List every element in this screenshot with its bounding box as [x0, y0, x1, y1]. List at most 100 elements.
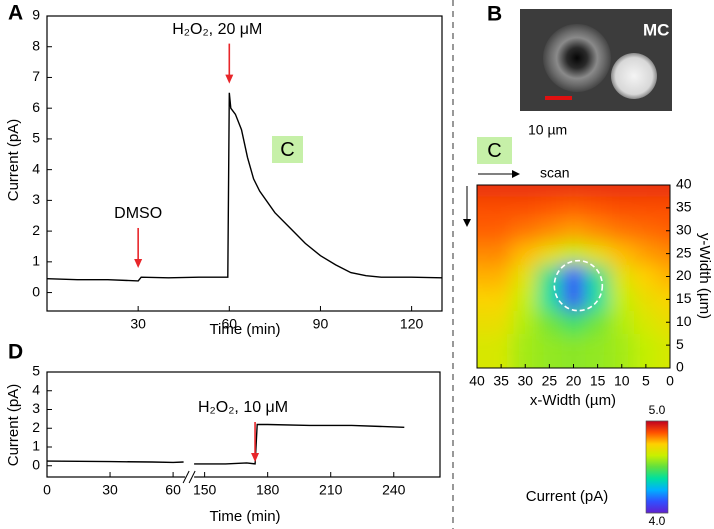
heatmap-cell	[633, 196, 658, 220]
y-tick-label: 2	[32, 419, 40, 435]
heatmap-cell	[513, 196, 538, 220]
scan-label: scan	[540, 165, 570, 181]
outline	[553, 259, 604, 312]
heatmap-cell	[609, 219, 634, 243]
y-tick-label: 0	[32, 283, 40, 299]
label-box	[477, 137, 512, 164]
data-line	[46, 92, 443, 282]
y-tick-label: 4	[32, 160, 40, 176]
micrograph-ring	[543, 24, 611, 92]
annotation: H₂O₂, 10 μM	[198, 399, 288, 416]
heatmap-cell	[585, 287, 610, 311]
heatmap-cell	[561, 219, 586, 243]
axis-break-mark	[182, 470, 190, 484]
x-tick-label: 60	[222, 316, 238, 332]
axis-break	[185, 471, 195, 483]
x-tick-label: 5	[642, 373, 650, 389]
scan-arrow-head	[463, 219, 471, 227]
x-tick-label: 210	[319, 482, 343, 498]
heatmap-cell	[609, 196, 634, 220]
x-tick-label: 35	[493, 373, 509, 389]
annotation: DMSO	[114, 205, 162, 222]
y-tick-label: 1	[32, 438, 40, 454]
heatmap-cell	[513, 310, 538, 334]
heatmap-cell	[477, 336, 510, 368]
heatmap-cells	[477, 185, 670, 368]
x-tick-label: 60	[165, 482, 181, 498]
x-axis-label: Time (min)	[209, 508, 280, 525]
y-tick-label: 5	[32, 363, 40, 379]
data-line	[46, 460, 184, 464]
scale-bar-label: 10 µm	[528, 122, 567, 138]
heatmap-cell	[561, 310, 586, 334]
heatmap-cell	[585, 196, 610, 220]
y-tick-label: 25	[676, 244, 692, 260]
heatmap-cell	[513, 287, 538, 311]
heatmap-cell	[561, 196, 586, 220]
y-tick-label: 10	[676, 313, 692, 329]
y-tick-label: 15	[676, 290, 692, 306]
panel-label: A	[8, 2, 23, 25]
panel-label: D	[8, 341, 23, 364]
heatmap-cell	[537, 265, 562, 288]
y-tick-label: 35	[676, 199, 692, 215]
heatmap-cell	[477, 242, 510, 266]
y-tick-label: 5	[32, 130, 40, 146]
x-tick-label: 240	[382, 482, 406, 498]
colorbar-tick-label: 5.0	[649, 403, 666, 417]
x-tick-label: 20	[566, 373, 582, 389]
heatmap-cell	[585, 336, 610, 368]
heatmap-cell	[477, 219, 510, 243]
heatmap-cell	[537, 219, 562, 243]
y-tick-label: 1	[32, 253, 40, 269]
x-axis-label: x-Width (µm)	[530, 392, 616, 409]
label-box-text: C	[487, 140, 501, 162]
colorbar-tick-label: 4.0	[649, 514, 666, 528]
heatmap-cell	[609, 287, 634, 311]
y-tick-label: 40	[676, 176, 692, 192]
x-tick-label: 25	[542, 373, 558, 389]
y-tick-label: 2	[32, 222, 40, 238]
x-tick-label: 40	[469, 373, 485, 389]
heatmap-cell	[561, 265, 586, 288]
heatmap-cell	[633, 336, 658, 368]
x-tick-label: 90	[313, 316, 329, 332]
plot-frame	[46, 15, 443, 312]
heatmap-cell	[609, 265, 634, 288]
y-tick-label: 7	[32, 68, 40, 84]
heatmap-cell	[633, 310, 658, 334]
x-tick-label: 180	[256, 482, 280, 498]
heatmap-cell	[477, 265, 510, 288]
heatmap-cell	[513, 219, 538, 243]
y-tick-label: 9	[32, 7, 40, 23]
x-tick-label: 30	[130, 316, 146, 332]
y-tick-label: 3	[32, 400, 40, 416]
y-tick-label: 3	[32, 191, 40, 207]
heatmap-cell	[609, 242, 634, 266]
heatmap-cell	[477, 310, 510, 334]
x-tick-label: 15	[590, 373, 606, 389]
x-tick-label: 10	[614, 373, 630, 389]
heatmap-cell	[585, 219, 610, 243]
heatmap-cell	[513, 265, 538, 288]
y-tick-label: 30	[676, 221, 692, 237]
scan-arrow-head	[512, 170, 520, 178]
axis-break-mark	[188, 470, 196, 484]
panel-label: B	[487, 3, 502, 26]
colorbar-label: Current (pA)	[526, 488, 609, 505]
y-tick-label: 5	[676, 336, 684, 352]
data-line	[194, 423, 405, 465]
x-tick-label: 0	[43, 482, 51, 498]
label-box	[272, 136, 303, 163]
y-axis-label: Current (pA)	[5, 119, 22, 202]
heatmap-cell	[633, 265, 658, 288]
heatmap-cell	[585, 242, 610, 266]
heatmap-cell	[537, 336, 562, 368]
heatmap	[477, 185, 670, 368]
x-tick-label: 150	[193, 482, 217, 498]
heatmap-cell	[537, 287, 562, 311]
heatmap-cell	[537, 196, 562, 220]
y-axis-label: y-Width (µm)	[696, 233, 713, 319]
heatmap-cell	[561, 242, 586, 266]
